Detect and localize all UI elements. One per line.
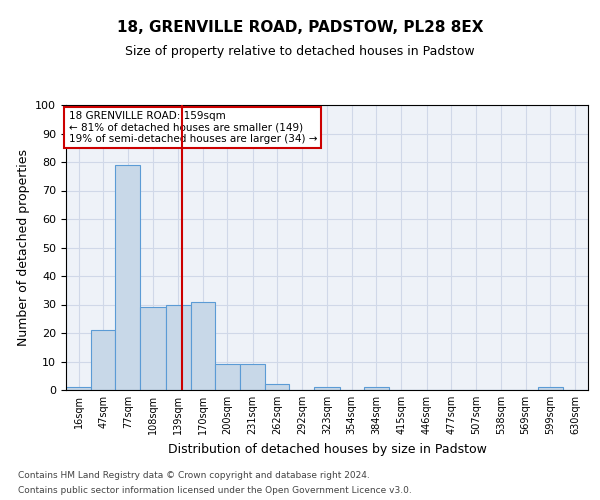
Bar: [66, 387, 91, 390]
Bar: [191, 302, 215, 390]
Text: Contains HM Land Registry data © Crown copyright and database right 2024.: Contains HM Land Registry data © Crown c…: [18, 471, 370, 480]
Bar: [115, 165, 140, 390]
Y-axis label: Number of detached properties: Number of detached properties: [17, 149, 30, 346]
Bar: [140, 308, 166, 390]
Bar: [314, 387, 340, 390]
Bar: [91, 330, 115, 390]
Bar: [240, 364, 265, 390]
Text: Contains public sector information licensed under the Open Government Licence v3: Contains public sector information licen…: [18, 486, 412, 495]
Text: 18, GRENVILLE ROAD, PADSTOW, PL28 8EX: 18, GRENVILLE ROAD, PADSTOW, PL28 8EX: [117, 20, 483, 35]
Text: 18 GRENVILLE ROAD: 159sqm
← 81% of detached houses are smaller (149)
19% of semi: 18 GRENVILLE ROAD: 159sqm ← 81% of detac…: [68, 110, 317, 144]
X-axis label: Distribution of detached houses by size in Padstow: Distribution of detached houses by size …: [167, 442, 487, 456]
Bar: [215, 364, 240, 390]
Bar: [265, 384, 289, 390]
Text: Size of property relative to detached houses in Padstow: Size of property relative to detached ho…: [125, 45, 475, 58]
Bar: [364, 387, 389, 390]
Bar: [166, 304, 191, 390]
Bar: [538, 387, 563, 390]
